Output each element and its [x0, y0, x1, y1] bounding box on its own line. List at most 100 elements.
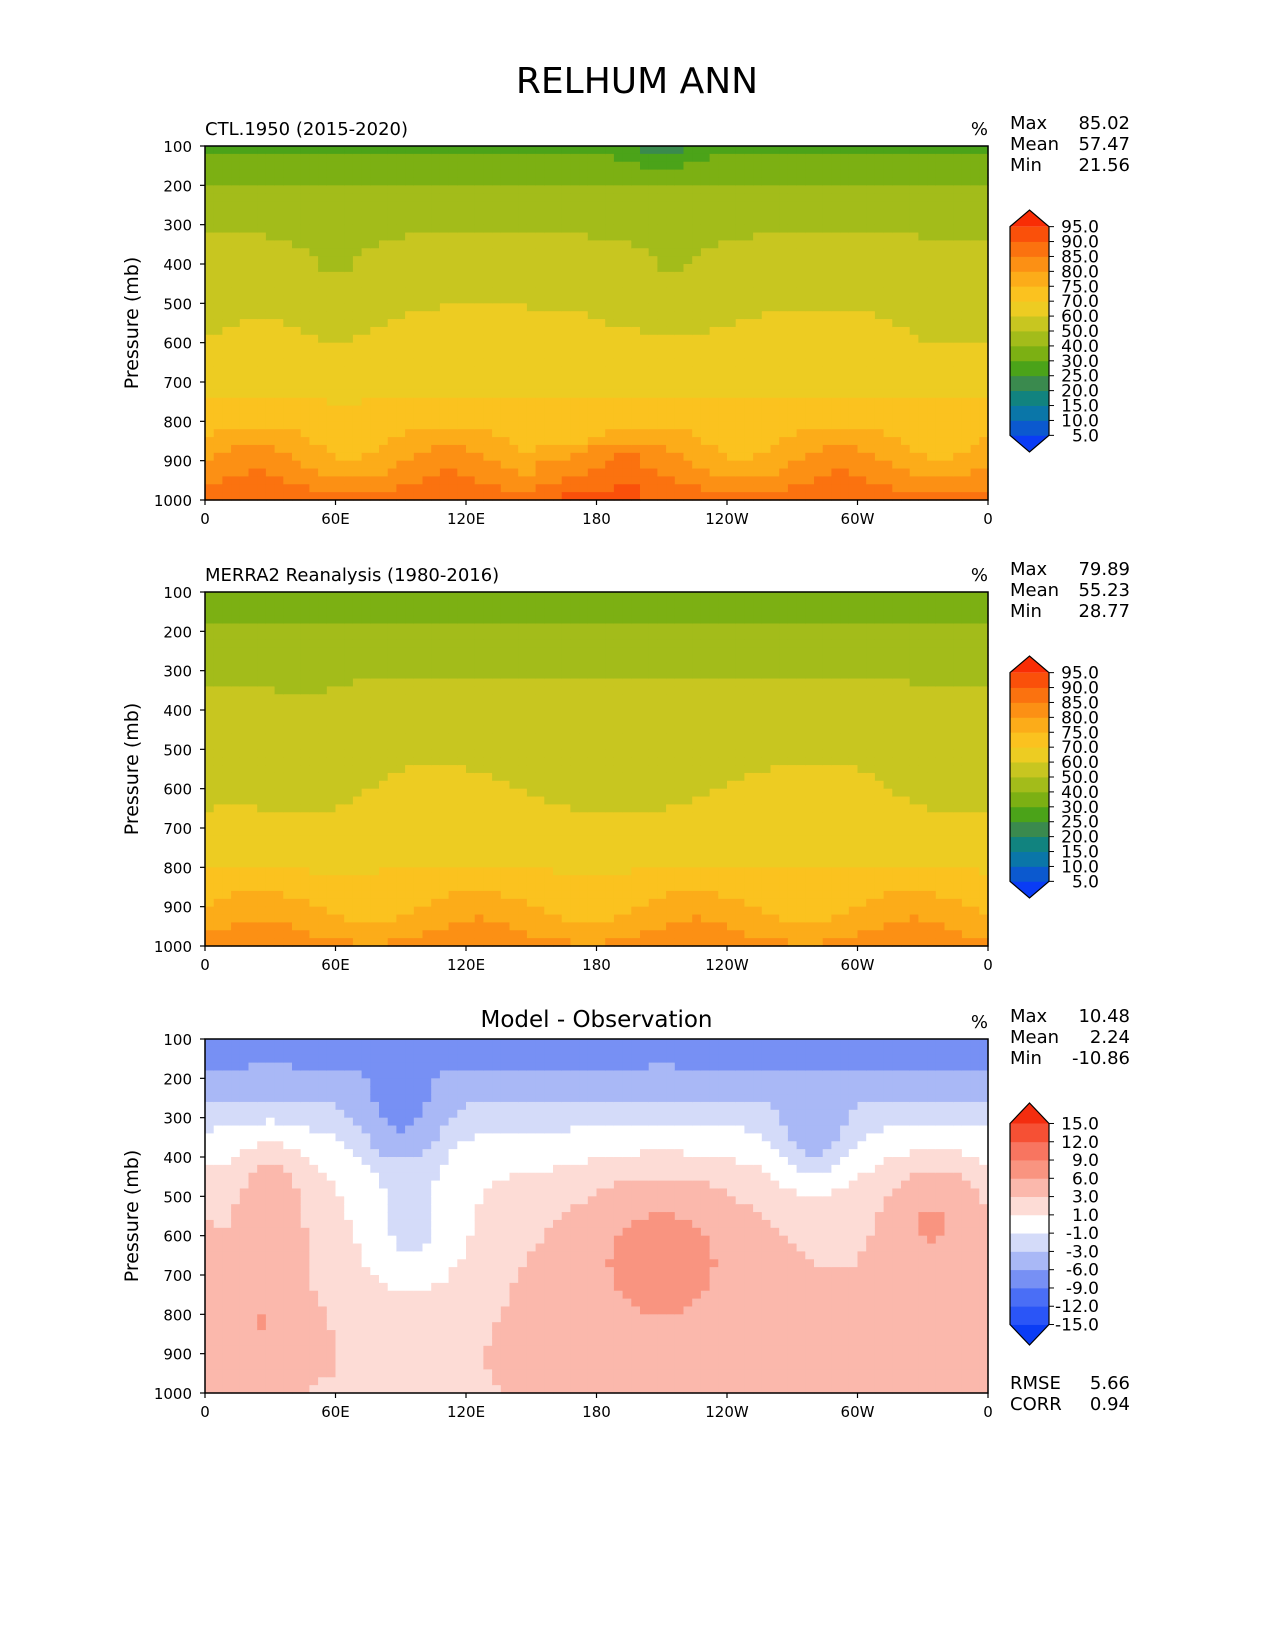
contour-cell [292, 780, 302, 790]
contour-cell [700, 303, 711, 312]
contour-cell [318, 358, 328, 367]
contour-cell [561, 342, 571, 352]
contour-cell [344, 623, 354, 632]
contour-cell [683, 374, 693, 383]
contour-cell [535, 421, 545, 430]
contour-cell [265, 851, 276, 861]
contour-cell [892, 287, 902, 297]
contour-cell [457, 319, 467, 328]
contour-cell [431, 444, 441, 454]
contour-cell [448, 177, 458, 186]
contour-cell [631, 279, 641, 289]
contour-cell [657, 264, 667, 273]
contour-cell [231, 287, 241, 297]
contour-cell [439, 232, 450, 241]
contour-cell [231, 271, 241, 281]
contour-cell [205, 374, 215, 383]
contour-cell [318, 765, 328, 774]
contour-cell [787, 256, 798, 265]
contour-cell [961, 256, 972, 265]
contour-cell [379, 374, 389, 383]
contour-cell [666, 389, 676, 399]
contour-cell [561, 287, 571, 297]
contour-cell [309, 326, 319, 336]
contour-cell [727, 476, 737, 485]
contour-cell [405, 405, 415, 415]
contour-cell [248, 429, 258, 438]
contour-cell [892, 389, 902, 399]
contour-cell [857, 350, 867, 359]
contour-cell [857, 311, 867, 320]
contour-cell [674, 248, 685, 257]
contour-cell [300, 828, 310, 837]
contour-cell [361, 599, 371, 609]
contour-cell [431, 437, 441, 446]
contour-cell [431, 271, 441, 281]
contour-cell [666, 319, 676, 328]
contour-cell [814, 342, 824, 352]
contour-cell [500, 460, 511, 470]
contour-cell [831, 374, 841, 383]
contour-cell [300, 875, 310, 884]
contour-cell [848, 248, 859, 257]
contour-cell [239, 804, 250, 813]
contour-cell [692, 295, 702, 304]
contour-cell [300, 256, 310, 265]
contour-cell [840, 256, 850, 265]
contour-cell [814, 208, 824, 218]
contour-cell [413, 429, 424, 438]
contour-cell [901, 240, 911, 249]
contour-cell [535, 216, 545, 226]
contour-cell [265, 670, 276, 680]
contour-cell [335, 788, 345, 798]
contour-cell [814, 185, 824, 194]
contour-cell [326, 161, 337, 171]
contour-cell [292, 835, 302, 845]
contour-cell [483, 232, 493, 241]
contour-cell [927, 444, 937, 454]
contour-cell [257, 772, 267, 782]
contour-cell [648, 216, 658, 226]
contour-cell [692, 366, 702, 375]
contour-cell [979, 193, 989, 202]
contour-cell [596, 161, 606, 171]
contour-cell [274, 835, 284, 845]
contour-cell [257, 812, 267, 821]
contour-cell [318, 326, 328, 336]
contour-cell [405, 279, 415, 289]
contour-cell [814, 413, 824, 422]
contour-cell [866, 366, 876, 375]
contour-cell [857, 256, 867, 265]
contour-cell [222, 303, 232, 312]
contour-cell [265, 820, 276, 829]
contour-cell [222, 374, 232, 383]
contour-cell [318, 710, 328, 719]
contour-cell [901, 476, 911, 485]
contour-cell [283, 161, 293, 171]
contour-cell [892, 248, 902, 257]
contour-cell [535, 460, 545, 470]
contour-cell [248, 670, 258, 680]
contour-cell [796, 389, 806, 399]
contour-cell [518, 334, 528, 344]
contour-cell [352, 264, 363, 273]
contour-cell [666, 334, 676, 344]
contour-cell [274, 460, 284, 470]
contour-cell [335, 185, 345, 194]
contour-cell [439, 287, 450, 297]
contour-cell [318, 208, 328, 218]
contour-cell [283, 437, 293, 446]
contour-cell [439, 452, 450, 462]
stat-value-min: 21.56 [1078, 155, 1130, 176]
contour-cell [918, 421, 928, 430]
contour-cell [318, 256, 328, 265]
contour-cell [779, 208, 789, 218]
contour-cell [248, 350, 258, 359]
contour-cell [205, 812, 215, 821]
contour-cell [370, 161, 380, 171]
contour-cell [274, 757, 284, 766]
contour-cell [553, 185, 563, 194]
contour-cell [796, 303, 806, 312]
contour-cell [474, 374, 484, 383]
contour-cell [318, 749, 328, 758]
